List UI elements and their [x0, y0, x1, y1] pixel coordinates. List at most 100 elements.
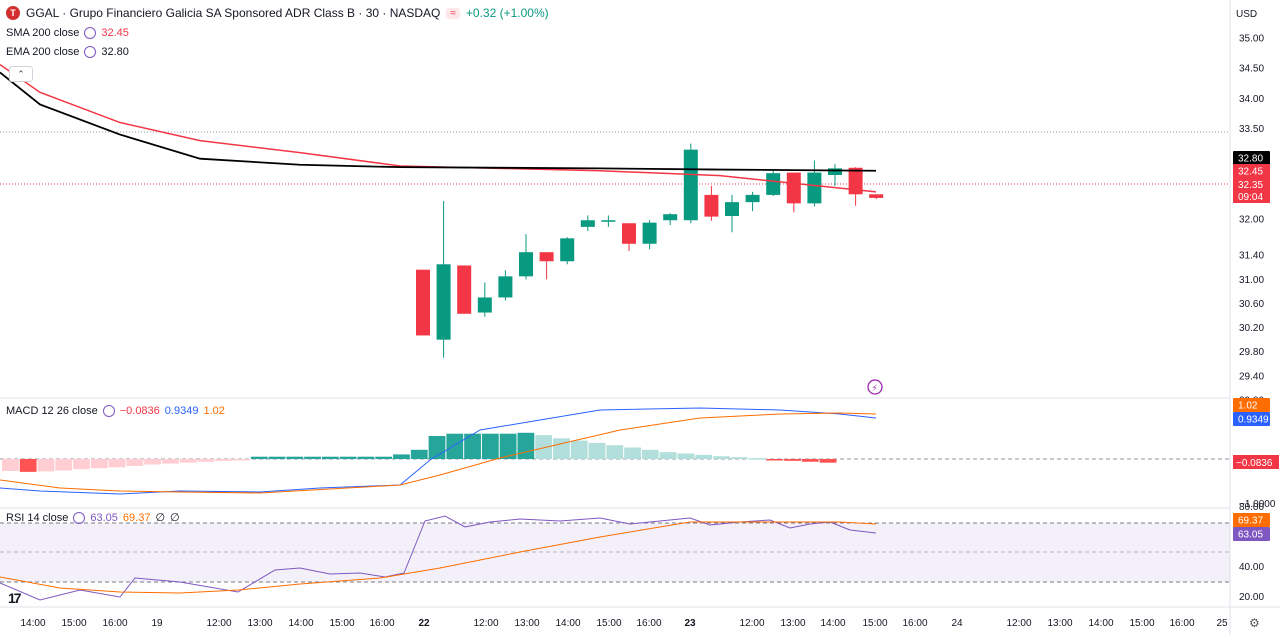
time-tick-label: 12:00	[739, 618, 764, 629]
candle-body	[745, 194, 760, 203]
sma-line	[0, 63, 877, 193]
rsi-legend[interactable]: RSI 14 close 63.05 69.37 ∅ ∅	[6, 511, 180, 524]
time-tick-label: 13:00	[780, 618, 805, 629]
macd-histogram-bar	[19, 459, 37, 472]
symbol-header[interactable]: T GGAL · Grupo Financiero Galicia SA Spo…	[6, 6, 549, 20]
candle-body	[663, 214, 678, 221]
sma-label: SMA 200 close	[6, 27, 80, 39]
macd-histogram-bar	[481, 433, 499, 459]
gear-icon[interactable]: ⚙	[1249, 616, 1260, 630]
candle-body	[766, 173, 781, 195]
time-tick-label: 13:00	[247, 618, 272, 629]
ema-price-badge-bg	[1233, 151, 1270, 165]
ema-value: 32.80	[101, 46, 129, 58]
macd-histogram-bar	[55, 459, 73, 471]
rsi-label: RSI 14 close	[6, 511, 69, 524]
rsi-ma-value: 69.37	[122, 511, 151, 524]
sma-legend[interactable]: SMA 200 close 32.45	[6, 27, 129, 39]
time-tick-label: 16:00	[902, 618, 927, 629]
macd-histogram-bar	[233, 459, 250, 461]
time-tick-label: 12:00	[473, 618, 498, 629]
sync-icon[interactable]	[84, 27, 97, 39]
candle-body	[848, 167, 863, 195]
time-tick-label: 15:00	[329, 618, 354, 629]
price-tick-label: 34.50	[1239, 64, 1264, 75]
rsi-ma-badge: 69.37	[1238, 516, 1263, 527]
rsi-value-badge: 63.05	[1238, 530, 1263, 541]
price-tick-label: 32.00	[1239, 215, 1264, 226]
ema-line	[0, 71, 877, 172]
candle-body	[601, 220, 616, 222]
macd-line-value: 0.9349	[164, 405, 199, 417]
macd-line-badge-bg	[1233, 412, 1270, 426]
time-tick-label: 15:00	[596, 618, 621, 629]
candle-body	[786, 172, 801, 204]
price-tick-label: 30.60	[1239, 299, 1264, 310]
macd-signal-line	[0, 412, 877, 494]
macd-histogram-bar	[286, 456, 304, 459]
ema-label: EMA 200 close	[6, 46, 80, 58]
price-tick-label: 31.00	[1239, 275, 1264, 286]
time-tick-label: 16:00	[1169, 618, 1194, 629]
time-tick-label: 16:00	[102, 618, 127, 629]
macd-line	[0, 407, 877, 495]
macd-signal-badge-bg	[1233, 398, 1270, 412]
time-tick-label: 15:00	[862, 618, 887, 629]
rsi-tick-label: 40.00	[1239, 562, 1264, 573]
time-tick-label: 19	[151, 618, 163, 629]
macd-histogram-bar	[268, 456, 286, 459]
macd-histogram-bar	[588, 442, 606, 459]
macd-histogram-bar	[215, 459, 233, 461]
macd-hist-badge-bg	[1233, 455, 1279, 469]
currency-selector[interactable]: USD	[1236, 9, 1258, 20]
macd-hist-badge: −0.0836	[1236, 458, 1273, 469]
macd-histogram-bar	[464, 433, 481, 459]
macd-histogram-bar	[819, 459, 837, 463]
macd-histogram-bar	[677, 453, 695, 459]
macd-histogram-bar	[393, 454, 410, 459]
sync-icon[interactable]	[84, 46, 97, 58]
sync-icon[interactable]	[73, 511, 86, 524]
macd-histogram-bar	[126, 459, 144, 466]
macd-histogram-bar	[801, 459, 819, 462]
macd-histogram-bar	[144, 459, 161, 465]
macd-histogram-bar	[659, 452, 677, 459]
macd-histogram-bar	[108, 459, 126, 468]
candle-body	[642, 222, 657, 244]
countdown-badge: 09:04	[1238, 192, 1263, 203]
rsi-tick-label: 20.00	[1239, 592, 1264, 603]
time-tick-label: 14:00	[288, 618, 313, 629]
collapse-legend-button[interactable]: ⌃	[9, 66, 33, 82]
macd-histogram-bar	[695, 454, 713, 459]
time-tick-label: 15:00	[1129, 618, 1154, 629]
macd-hist-value: −0.0836	[119, 405, 160, 417]
candle-body	[457, 265, 472, 314]
macd-histogram-bar	[641, 449, 659, 459]
time-tick-label: 15:00	[61, 618, 86, 629]
macd-tick-label: −1.0000	[1239, 499, 1276, 510]
macd-histogram-bar	[446, 433, 464, 459]
macd-signal-badge: 1.02	[1238, 401, 1258, 412]
price-tick-label: 29.40	[1239, 371, 1264, 382]
candle-body	[704, 194, 719, 217]
macd-histogram-bar	[730, 457, 748, 459]
time-tick-label: 12:00	[1006, 618, 1031, 629]
time-tick-label: 13:00	[514, 618, 539, 629]
sma-value: 32.45	[101, 27, 129, 39]
time-tick-label: 16:00	[369, 618, 394, 629]
sync-icon[interactable]	[102, 405, 115, 417]
macd-legend[interactable]: MACD 12 26 close −0.0836 0.9349 1.02	[6, 405, 225, 417]
macd-histogram-bar	[624, 447, 641, 459]
macd-histogram-bar	[250, 456, 268, 459]
time-tick-label: 16:00	[636, 618, 661, 629]
time-tick-label: 12:00	[206, 618, 231, 629]
wave-icon[interactable]: ≈	[446, 7, 460, 19]
macd-histogram-bar	[179, 459, 197, 463]
macd-line-badge: 0.9349	[1238, 415, 1269, 426]
candle-body	[869, 194, 884, 198]
ema-legend[interactable]: EMA 200 close 32.80	[6, 46, 129, 58]
rsi-tick-label: 80.00	[1239, 502, 1264, 513]
symbol-title[interactable]: GGAL · Grupo Financiero Galicia SA Spons…	[26, 6, 441, 20]
symbol-logo: T	[6, 6, 20, 20]
